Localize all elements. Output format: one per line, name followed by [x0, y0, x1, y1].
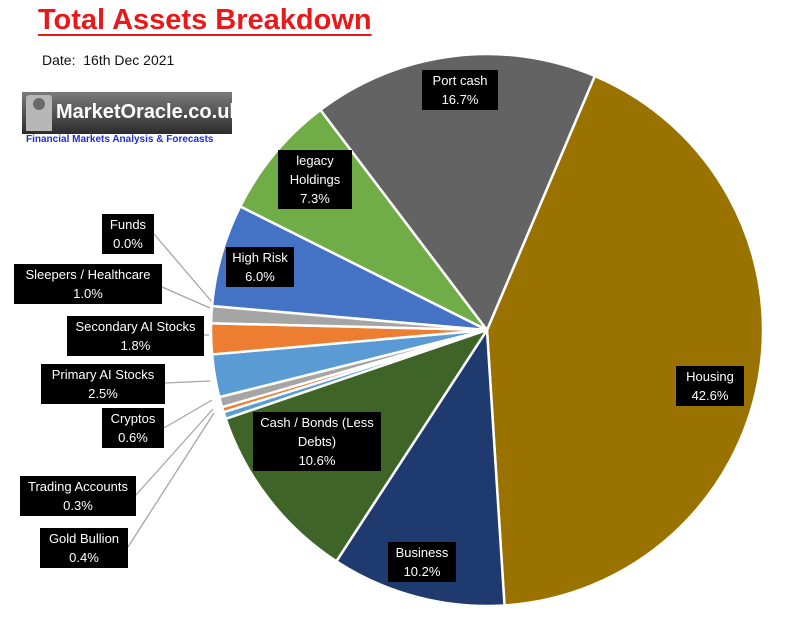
data-label-funds: Funds 0.0% — [102, 214, 154, 254]
data-label-name: Business — [395, 545, 449, 560]
data-label-name: Funds — [109, 217, 147, 232]
market-oracle-logo[interactable]: MarketOracle.co.uk Financial Markets Ana… — [22, 92, 241, 145]
chart-title: Total Assets Breakdown — [38, 4, 372, 36]
data-label-value: 42.6% — [691, 388, 729, 403]
data-label-value: 0.0% — [113, 236, 143, 251]
data-label-name: Gold Bullion — [48, 531, 120, 546]
data-label-legacy-holdings: legacy Holdings 7.3% — [278, 150, 352, 209]
data-label-cash-bonds-less-debts: Cash / Bonds (Less Debts) 10.6% — [253, 412, 381, 471]
chart-date: Date: 16th Dec 2021 — [42, 52, 175, 68]
data-label-housing: Housing 42.6% — [676, 366, 744, 406]
data-label-name: Port cash — [432, 73, 488, 88]
data-label-primary-ai-stocks: Primary AI Stocks 2.5% — [41, 364, 165, 404]
data-label-value: 2.5% — [88, 386, 118, 401]
data-label-value: 1.0% — [73, 286, 103, 301]
data-label-name: Trading Accounts — [28, 479, 128, 494]
logo-banner — [22, 92, 232, 134]
data-label-name: Sleepers / Healthcare — [25, 267, 151, 282]
data-label-value: 6.0% — [245, 269, 275, 284]
data-label-sleepers-healthcare: Sleepers / Healthcare 1.0% — [14, 264, 162, 304]
data-label-name: Secondary AI Stocks — [75, 319, 196, 334]
data-label-name: Holdings — [289, 172, 341, 187]
leader-line-funds — [153, 233, 213, 303]
data-label-value: 16.7% — [441, 92, 479, 107]
data-label-port-cash: Port cash 16.7% — [422, 70, 498, 110]
data-label-secondary-ai-stocks: Secondary AI Stocks 1.8% — [67, 316, 204, 356]
statue-icon — [26, 95, 52, 131]
slice-housing[interactable] — [485, 74, 765, 607]
leader-line-primary-ai-stocks — [164, 380, 211, 384]
leader-line-gold-bullion — [127, 412, 215, 548]
leader-line-sleepers-healthcare — [161, 286, 211, 309]
data-label-name: Cash / Bonds (Less — [260, 415, 374, 430]
data-label-name: Primary AI Stocks — [51, 367, 155, 382]
logo-tagline: Financial Markets Analysis & Forecasts — [26, 134, 214, 145]
data-label-name: Cryptos — [110, 411, 156, 426]
data-label-high-risk: High Risk 6.0% — [226, 247, 294, 287]
data-label-value: 0.3% — [63, 498, 93, 513]
data-label-cryptos: Cryptos 0.6% — [102, 408, 164, 448]
leader-line-trading-accounts — [135, 408, 214, 496]
slice-port-cash[interactable] — [319, 52, 597, 332]
data-label-business: Business 10.2% — [388, 542, 456, 582]
data-label-name: Debts) — [297, 434, 337, 449]
data-label-value: 0.6% — [118, 430, 148, 445]
data-label-value: 10.6% — [298, 453, 336, 468]
data-label-name: legacy — [296, 153, 334, 168]
data-label-value: 0.4% — [69, 550, 99, 565]
leader-line-cryptos — [163, 399, 213, 429]
data-label-trading-accounts: Trading Accounts 0.3% — [20, 476, 136, 516]
data-label-gold-bullion: Gold Bullion 0.4% — [40, 528, 128, 568]
data-label-name: Housing — [686, 369, 734, 384]
data-label-value: 10.2% — [403, 564, 441, 579]
data-label-value: 1.8% — [120, 338, 151, 353]
data-label-name: High Risk — [232, 250, 288, 265]
slice-business[interactable] — [335, 328, 506, 608]
logo-brand-text: MarketOracle.co.uk — [56, 101, 241, 123]
data-label-value: 7.3% — [300, 191, 330, 206]
